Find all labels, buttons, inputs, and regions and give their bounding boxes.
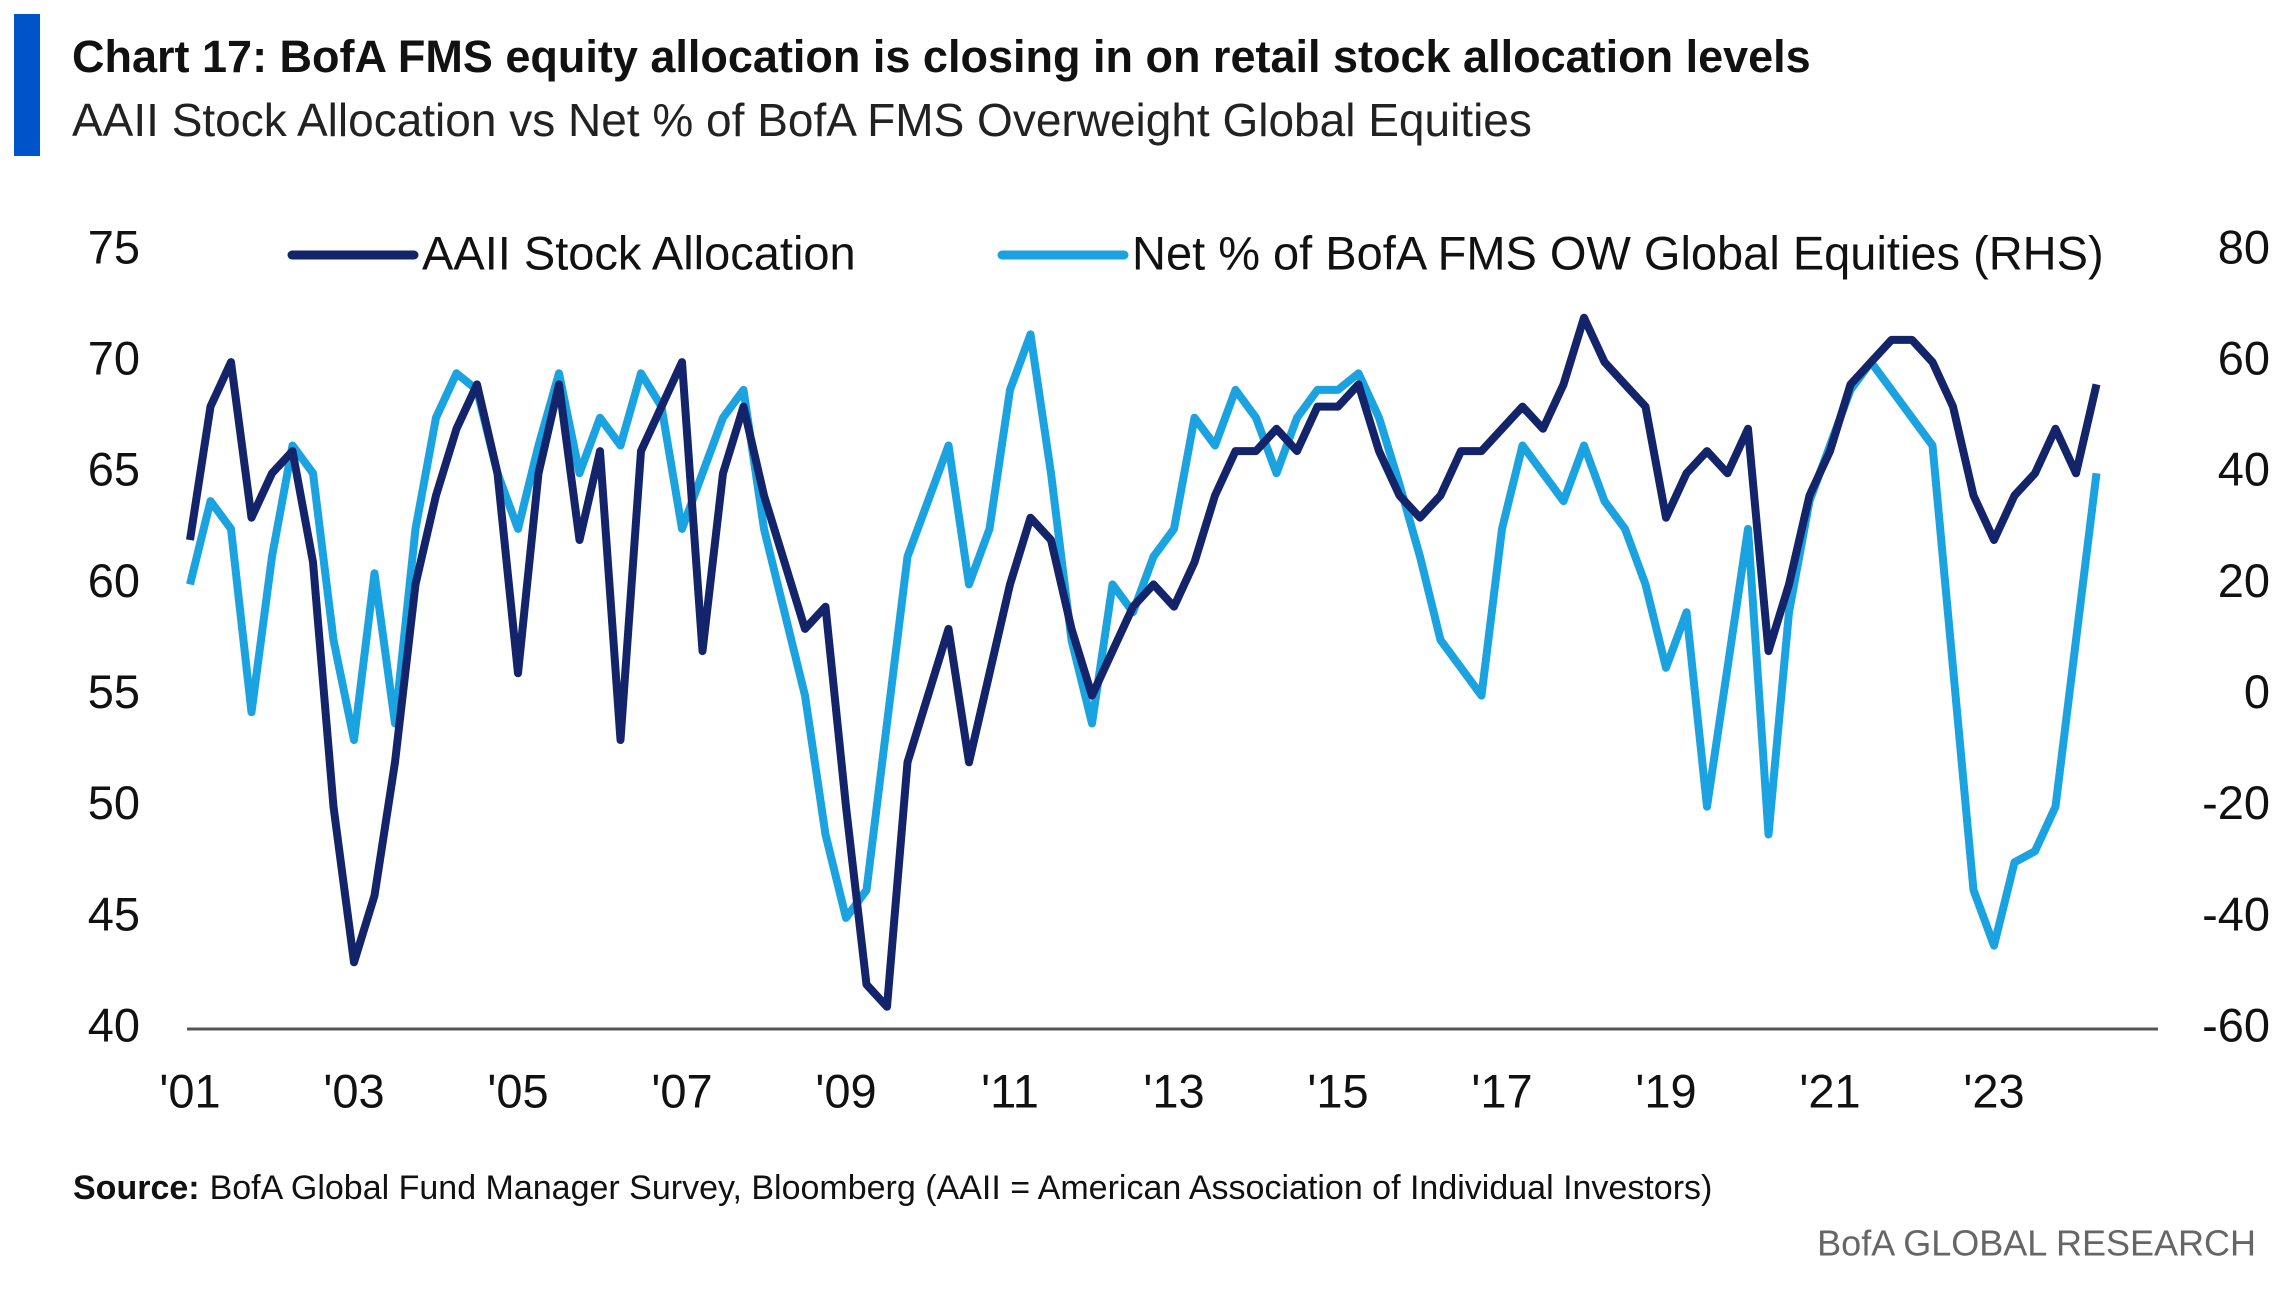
- y2-tick-label: 80: [2218, 220, 2270, 273]
- x-tick-label: '23: [1963, 1064, 2024, 1117]
- y-tick-label: 60: [88, 554, 140, 607]
- footer: BofA GLOBAL RESEARCH: [1817, 1223, 2256, 1264]
- x-tick-label: '05: [487, 1064, 548, 1117]
- x-tick-label: '21: [1799, 1064, 1860, 1117]
- source-note: Source: BofA Global Fund Manager Survey, …: [73, 1169, 1712, 1207]
- x-tick-label: '01: [159, 1064, 220, 1117]
- y-tick-label: 50: [88, 776, 140, 829]
- chart-title: Chart 17: BofA FMS equity allocation is …: [72, 31, 1811, 82]
- y2-tick-label: 60: [2218, 332, 2270, 385]
- chart-subtitle: AAII Stock Allocation vs Net % of BofA F…: [72, 94, 1532, 146]
- y-tick-label: 75: [88, 220, 140, 273]
- x-tick-label: '11: [981, 1064, 1039, 1117]
- source-label: Source:: [73, 1169, 200, 1207]
- x-tick-label: '03: [323, 1064, 384, 1117]
- accent-bar: [14, 14, 40, 156]
- y2-tick-label: 20: [2218, 554, 2270, 607]
- source-text: BofA Global Fund Manager Survey, Bloombe…: [210, 1169, 1713, 1207]
- x-tick-label: '13: [1143, 1064, 1204, 1117]
- x-tick-label: '09: [815, 1064, 876, 1117]
- y-tick-label: 70: [88, 332, 140, 385]
- x-tick-label: '17: [1471, 1064, 1532, 1117]
- x-tick-label: '07: [651, 1064, 712, 1117]
- legend-label: AAII Stock Allocation: [422, 226, 856, 279]
- x-tick-label: '19: [1635, 1064, 1696, 1117]
- series-line: [186, 330, 2101, 950]
- y2-tick-label: 40: [2218, 443, 2270, 496]
- y-tick-label: 40: [88, 998, 140, 1051]
- y2-tick-label: -40: [2202, 887, 2270, 940]
- y-tick-label: 55: [88, 665, 140, 718]
- legend-label: Net % of BofA FMS OW Global Equities (RH…: [1132, 226, 2104, 279]
- y-tick-label: 65: [88, 443, 140, 496]
- series-line: [186, 313, 2101, 1011]
- y2-tick-label: 0: [2244, 665, 2270, 718]
- y2-tick-label: -20: [2202, 776, 2270, 829]
- y-tick-label: 45: [88, 887, 140, 940]
- x-tick-label: '15: [1307, 1064, 1368, 1117]
- y2-tick-label: -60: [2202, 998, 2270, 1051]
